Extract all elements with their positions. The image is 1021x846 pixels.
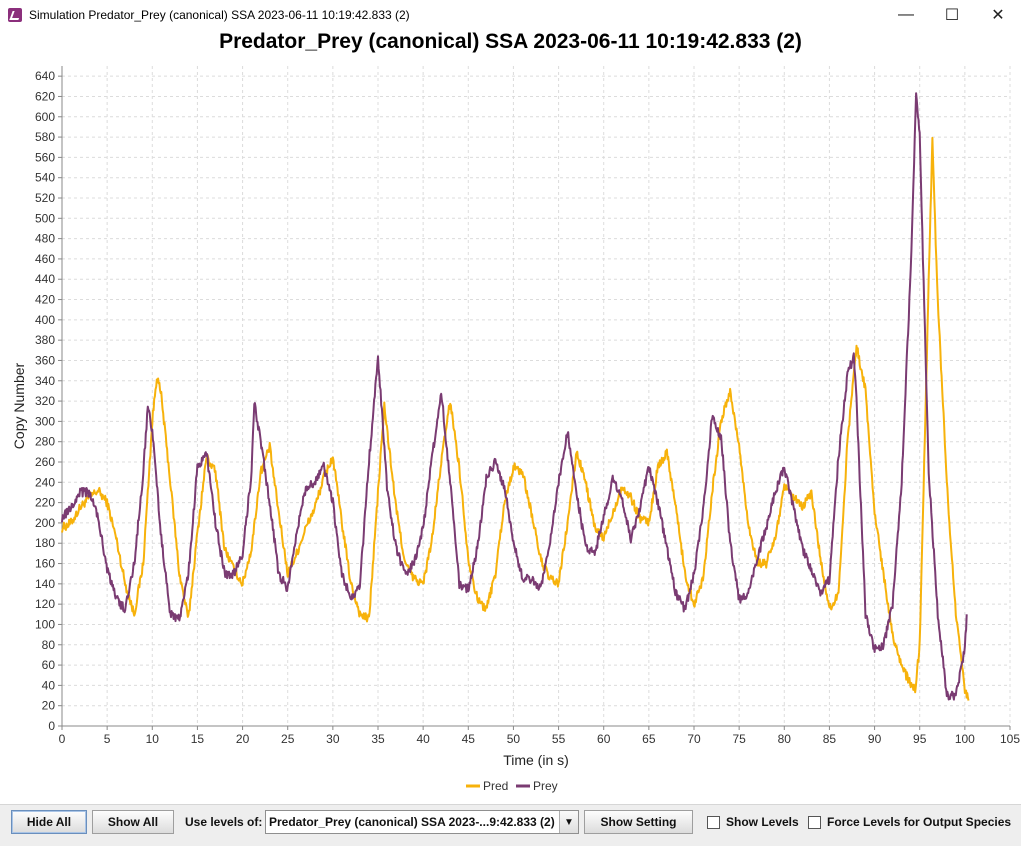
- maximize-button[interactable]: ☐: [944, 7, 960, 24]
- y-tick-label: 20: [42, 699, 56, 713]
- show-levels-label: Show Levels: [726, 815, 799, 829]
- y-tick-label: 340: [35, 374, 55, 388]
- y-tick-label: 360: [35, 353, 55, 367]
- dropdown-arrow-icon[interactable]: ▼: [559, 811, 578, 833]
- y-tick-label: 280: [35, 435, 55, 449]
- chart-title: Predator_Prey (canonical) SSA 2023-06-11…: [219, 30, 802, 53]
- force-levels-checkbox[interactable]: Force Levels for Output Species: [808, 815, 1011, 829]
- x-tick-label: 35: [371, 732, 385, 746]
- x-tick-label: 95: [913, 732, 927, 746]
- y-tick-label: 440: [35, 272, 55, 286]
- y-tick-label: 480: [35, 232, 55, 246]
- checkbox-box[interactable]: [808, 815, 821, 829]
- show-levels-checkbox[interactable]: Show Levels: [707, 815, 799, 829]
- y-tick-label: 200: [35, 516, 55, 530]
- use-levels-label: Use levels of:: [185, 815, 263, 829]
- x-tick-label: 70: [687, 732, 701, 746]
- y-tick-label: 620: [35, 89, 55, 103]
- y-tick-label: 580: [35, 130, 55, 144]
- y-tick-label: 520: [35, 191, 55, 205]
- y-tick-label: 60: [42, 658, 56, 672]
- y-tick-label: 180: [35, 536, 55, 550]
- close-button[interactable]: ✕: [991, 7, 1005, 24]
- control-bar: Hide All Show All Use levels of: Predato…: [0, 804, 1021, 846]
- x-tick-label: 55: [552, 732, 566, 746]
- y-axis-label: Copy Number: [11, 362, 27, 449]
- levels-select-value: Predator_Prey (canonical) SSA 2023-...9:…: [269, 815, 555, 829]
- x-tick-label: 30: [326, 732, 340, 746]
- app-icon: [8, 8, 22, 22]
- hide-all-button[interactable]: Hide All: [11, 810, 87, 834]
- show-all-button[interactable]: Show All: [92, 810, 174, 834]
- x-tick-label: 90: [868, 732, 882, 746]
- x-tick-label: 80: [778, 732, 792, 746]
- checkbox-box[interactable]: [707, 815, 720, 829]
- x-tick-label: 75: [732, 732, 746, 746]
- levels-select[interactable]: Predator_Prey (canonical) SSA 2023-...9:…: [265, 810, 579, 834]
- chart-area: 0204060801001201401601802002202402602803…: [11, 66, 1020, 793]
- y-tick-label: 380: [35, 333, 55, 347]
- series-line-pred: [61, 136, 970, 701]
- window-title: Simulation Predator_Prey (canonical) SSA…: [29, 8, 410, 22]
- x-tick-label: 25: [281, 732, 295, 746]
- force-levels-label: Force Levels for Output Species: [827, 815, 1012, 829]
- legend-label-prey: Prey: [533, 779, 558, 793]
- x-tick-label: 15: [191, 732, 205, 746]
- y-tick-label: 560: [35, 150, 55, 164]
- x-tick-label: 50: [507, 732, 521, 746]
- x-tick-label: 40: [416, 732, 430, 746]
- y-tick-label: 220: [35, 496, 55, 510]
- y-tick-label: 460: [35, 252, 55, 266]
- x-tick-label: 0: [59, 732, 66, 746]
- y-tick-label: 40: [42, 678, 56, 692]
- y-tick-label: 300: [35, 414, 55, 428]
- title-bar: Simulation Predator_Prey (canonical) SSA…: [0, 0, 1021, 30]
- y-tick-label: 120: [35, 597, 55, 611]
- y-tick-label: 80: [42, 638, 56, 652]
- x-tick-label: 45: [462, 732, 476, 746]
- x-tick-label: 20: [236, 732, 250, 746]
- y-tick-label: 260: [35, 455, 55, 469]
- legend-label-pred: Pred: [483, 779, 508, 793]
- y-tick-label: 420: [35, 293, 55, 307]
- y-tick-label: 640: [35, 69, 55, 83]
- y-tick-label: 140: [35, 577, 55, 591]
- x-tick-label: 65: [642, 732, 656, 746]
- y-tick-label: 100: [35, 617, 55, 631]
- x-tick-label: 100: [955, 732, 975, 746]
- x-tick-label: 5: [104, 732, 111, 746]
- x-tick-label: 10: [146, 732, 160, 746]
- x-tick-label: 85: [823, 732, 837, 746]
- x-tick-label: 105: [1000, 732, 1020, 746]
- y-tick-label: 240: [35, 475, 55, 489]
- y-tick-label: 320: [35, 394, 55, 408]
- series-line-prey: [61, 92, 968, 701]
- x-tick-label: 60: [597, 732, 611, 746]
- show-setting-button[interactable]: Show Setting: [584, 810, 693, 834]
- y-tick-label: 160: [35, 557, 55, 571]
- x-axis-label: Time (in s): [503, 752, 569, 768]
- y-tick-label: 540: [35, 171, 55, 185]
- window-controls: — ☐ ✕: [883, 0, 1021, 30]
- y-tick-label: 0: [48, 719, 55, 733]
- y-tick-label: 500: [35, 211, 55, 225]
- minimize-button[interactable]: —: [898, 6, 914, 23]
- y-tick-label: 400: [35, 313, 55, 327]
- y-tick-label: 600: [35, 110, 55, 124]
